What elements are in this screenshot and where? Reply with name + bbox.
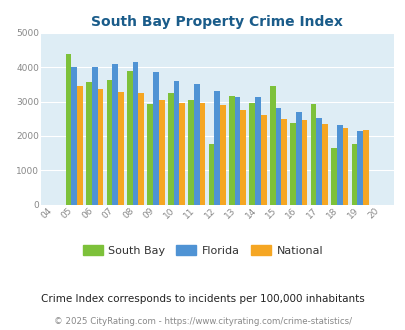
Bar	[71, 67, 77, 205]
Legend: South Bay, Florida, National: South Bay, Florida, National	[78, 241, 327, 260]
Bar	[315, 118, 321, 205]
Bar	[275, 108, 281, 205]
Bar	[220, 105, 225, 205]
Bar	[118, 92, 124, 205]
Bar	[214, 91, 220, 205]
Bar	[179, 103, 185, 205]
Bar	[255, 97, 260, 205]
Bar	[249, 103, 255, 205]
Bar	[336, 125, 342, 205]
Bar	[342, 128, 347, 205]
Bar	[234, 97, 240, 205]
Bar	[301, 120, 307, 205]
Bar	[290, 123, 295, 205]
Bar	[199, 103, 205, 205]
Bar	[269, 86, 275, 205]
Bar	[92, 67, 97, 205]
Bar	[240, 110, 245, 205]
Bar	[356, 131, 362, 205]
Bar	[77, 86, 83, 205]
Bar	[208, 144, 214, 205]
Bar	[260, 115, 266, 205]
Bar	[106, 81, 112, 205]
Bar	[97, 89, 103, 205]
Bar	[66, 54, 71, 205]
Bar	[167, 93, 173, 205]
Text: © 2025 CityRating.com - https://www.cityrating.com/crime-statistics/: © 2025 CityRating.com - https://www.city…	[54, 317, 351, 326]
Bar	[351, 144, 356, 205]
Bar	[362, 130, 368, 205]
Bar	[158, 100, 164, 205]
Bar	[321, 124, 327, 205]
Bar	[330, 148, 336, 205]
Bar	[173, 81, 179, 205]
Bar	[153, 73, 158, 205]
Bar	[112, 64, 118, 205]
Bar	[194, 84, 199, 205]
Bar	[138, 93, 144, 205]
Bar	[281, 119, 286, 205]
Bar	[295, 112, 301, 205]
Text: Crime Index corresponds to incidents per 100,000 inhabitants: Crime Index corresponds to incidents per…	[41, 294, 364, 304]
Bar	[310, 104, 315, 205]
Bar	[228, 96, 234, 205]
Bar	[188, 100, 194, 205]
Bar	[147, 104, 153, 205]
Bar	[86, 82, 92, 205]
Bar	[127, 71, 132, 205]
Bar	[132, 62, 138, 205]
Title: South Bay Property Crime Index: South Bay Property Crime Index	[91, 15, 342, 29]
